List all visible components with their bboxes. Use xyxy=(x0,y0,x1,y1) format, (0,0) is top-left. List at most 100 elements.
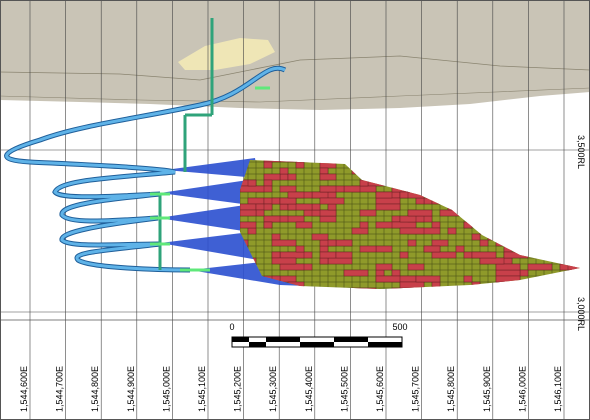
high-grade-block xyxy=(311,233,329,241)
high-grade-block xyxy=(391,215,401,223)
high-grade-block xyxy=(447,227,457,235)
high-grade-block xyxy=(399,251,409,259)
high-grade-block xyxy=(567,263,580,271)
high-grade-block xyxy=(271,233,281,241)
high-grade-block xyxy=(247,179,257,187)
high-grade-block xyxy=(279,185,297,193)
high-grade-block xyxy=(359,245,377,253)
easting-label: 1,544,700E xyxy=(55,366,65,412)
high-grade-block xyxy=(495,269,521,277)
high-grade-block xyxy=(279,263,305,271)
high-grade-block xyxy=(375,203,401,211)
high-grade-block xyxy=(415,275,441,283)
high-grade-block xyxy=(240,185,265,193)
high-grade-block xyxy=(431,239,449,247)
high-grade-block xyxy=(527,263,553,271)
high-grade-block xyxy=(279,197,297,205)
high-grade-block xyxy=(343,269,369,277)
high-grade-block xyxy=(399,227,425,235)
high-grade-block xyxy=(399,191,409,199)
high-grade-block xyxy=(287,203,297,211)
easting-label: 1,545,500E xyxy=(339,366,349,412)
high-grade-block xyxy=(263,215,281,223)
high-grade-block xyxy=(279,173,289,181)
easting-label: 1,545,400E xyxy=(304,366,314,412)
high-grade-block xyxy=(375,263,393,271)
high-grade-block xyxy=(375,275,401,283)
high-grade-block xyxy=(319,257,329,265)
high-grade-block xyxy=(431,251,457,259)
high-grade-block xyxy=(263,179,273,187)
high-grade-block xyxy=(263,161,273,169)
high-grade-block xyxy=(359,221,369,229)
high-grade-block xyxy=(327,239,337,247)
high-grade-block xyxy=(495,263,521,271)
high-grade-block xyxy=(463,251,473,259)
high-grade-block xyxy=(399,281,425,289)
high-grade-block xyxy=(319,251,337,259)
scale-bar: 0 500 xyxy=(229,322,408,348)
easting-label: 1,544,800E xyxy=(90,366,100,412)
high-grade-block xyxy=(319,245,329,253)
contour xyxy=(0,87,590,103)
high-grade-block xyxy=(263,221,273,229)
high-grade-block xyxy=(407,263,425,271)
easting-label: 1,545,200E xyxy=(233,366,243,412)
high-grade-block xyxy=(407,209,433,217)
high-grade-block xyxy=(287,191,305,199)
high-grade-block xyxy=(463,275,473,283)
high-grade-block xyxy=(391,221,417,229)
rl-label: 3,500RL xyxy=(576,135,586,169)
high-grade-block xyxy=(319,215,337,223)
high-grade-block xyxy=(479,239,489,247)
easting-label: 1,545,700E xyxy=(411,366,421,412)
easting-label: 1,545,300E xyxy=(268,366,278,412)
easting-label: 1,544,900E xyxy=(126,366,136,412)
high-grade-block xyxy=(279,251,305,259)
high-grade-block xyxy=(479,257,505,265)
high-grade-block xyxy=(263,203,273,211)
easting-label: 1,545,100E xyxy=(197,366,207,412)
high-grade-block xyxy=(415,197,425,205)
high-grade-block xyxy=(455,245,465,253)
easting-label: 1,545,800E xyxy=(446,366,456,412)
high-grade-block xyxy=(287,173,297,181)
topography xyxy=(0,0,590,110)
easting-label: 1,544,600E xyxy=(19,366,29,412)
high-grade-block xyxy=(343,185,361,193)
pit xyxy=(178,38,275,70)
levels xyxy=(150,86,270,272)
high-grade-block xyxy=(271,251,281,259)
high-grade-block xyxy=(271,197,281,205)
high-grade-block xyxy=(359,209,377,217)
easting-label: 1,546,100E xyxy=(553,366,563,412)
high-grade-block xyxy=(295,221,313,229)
high-grade-block xyxy=(295,161,305,169)
easting-label: 1,545,600E xyxy=(375,366,385,412)
high-grade-block xyxy=(335,251,353,259)
high-grade-block xyxy=(247,227,257,235)
high-grade-block xyxy=(279,167,289,175)
high-grade-block xyxy=(240,221,257,229)
easting-label: 1,545,000E xyxy=(161,366,171,412)
rl-label: 3,000RL xyxy=(576,297,586,331)
high-grade-block xyxy=(319,167,329,175)
high-grade-block xyxy=(375,245,393,253)
high-grade-block xyxy=(271,257,297,265)
high-grade-block xyxy=(471,233,481,241)
high-grade-block xyxy=(399,215,417,223)
contour xyxy=(0,55,590,81)
scale-end: 500 xyxy=(392,322,407,332)
high-grade-block xyxy=(375,197,401,205)
high-grade-block xyxy=(271,239,297,247)
high-grade-block xyxy=(423,245,441,253)
high-grade-block xyxy=(263,173,281,181)
easting-label: 1,546,000E xyxy=(517,366,527,412)
high-grade-block xyxy=(319,209,337,217)
high-grade-block xyxy=(431,221,441,229)
high-grade-block xyxy=(407,239,417,247)
high-grade-block xyxy=(311,191,329,199)
high-grade-block xyxy=(240,203,257,211)
high-grade-block xyxy=(319,173,337,181)
